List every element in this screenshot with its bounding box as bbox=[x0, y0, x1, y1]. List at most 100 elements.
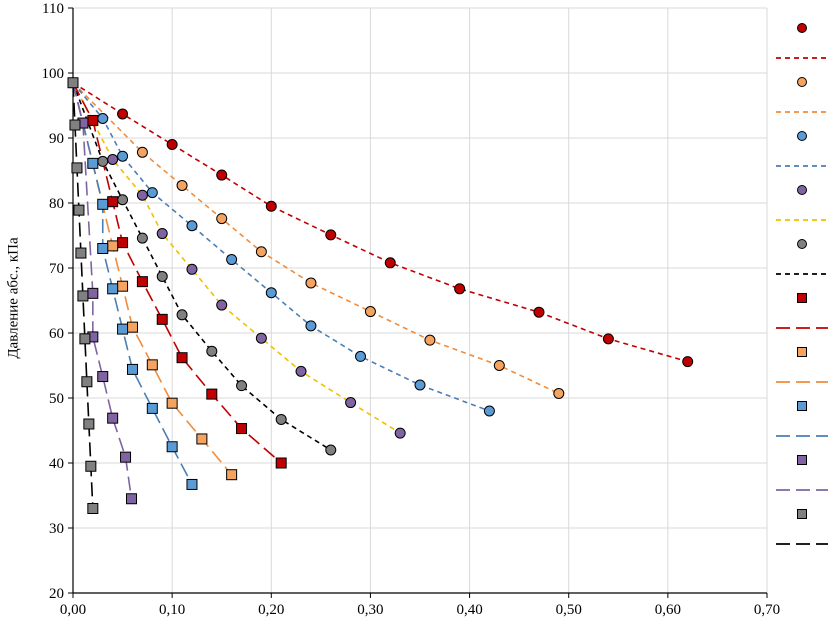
legend bbox=[776, 23, 828, 545]
x-tick-label: 0,10 bbox=[159, 602, 185, 618]
point-series-8 bbox=[166, 441, 178, 453]
legend-marker-6 bbox=[797, 293, 807, 303]
point-series-7 bbox=[226, 469, 238, 481]
point-series-8 bbox=[107, 283, 119, 295]
y-tick-label: 60 bbox=[49, 326, 64, 342]
point-series-7 bbox=[166, 397, 178, 409]
y-tick-label: 100 bbox=[42, 66, 65, 82]
point-series-1 bbox=[454, 283, 466, 295]
point-series-3 bbox=[265, 287, 277, 299]
point-series-1 bbox=[265, 200, 277, 212]
y-tick-label: 30 bbox=[49, 521, 64, 537]
y-axis-label: Давление абс., кПа bbox=[5, 237, 22, 359]
legend-marker-5 bbox=[797, 239, 807, 249]
point-series-1 bbox=[216, 169, 228, 181]
point-series-1 bbox=[533, 306, 545, 318]
point-series-3 bbox=[483, 405, 495, 417]
point-series-1 bbox=[117, 108, 129, 120]
point-series-9 bbox=[120, 451, 132, 463]
legend-marker-10 bbox=[797, 509, 807, 519]
x-tick-label: 0,30 bbox=[357, 602, 383, 618]
point-series-4 bbox=[186, 263, 198, 275]
point-series-4 bbox=[255, 332, 267, 344]
legend-marker-8 bbox=[797, 401, 807, 411]
point-series-10 bbox=[87, 503, 99, 514]
point-series-10 bbox=[69, 119, 81, 131]
point-series-10 bbox=[85, 460, 97, 472]
point-series-5 bbox=[206, 345, 218, 357]
fit-line-4 bbox=[72, 82, 401, 434]
point-series-5 bbox=[117, 194, 129, 206]
point-series-9 bbox=[125, 493, 137, 505]
point-series-6 bbox=[117, 237, 129, 249]
point-series-3 bbox=[97, 113, 109, 124]
fit-line-7 bbox=[72, 82, 233, 476]
point-series-3 bbox=[186, 220, 198, 232]
point-series-4 bbox=[394, 427, 406, 439]
tick-labels: 0,00 0,10 0,20 0,30 0,40 0,50 0,60 0,70 20 30 40 50… bbox=[42, 1, 781, 618]
point-series-6 bbox=[275, 457, 287, 469]
point-series-5 bbox=[275, 413, 287, 425]
point-series-10 bbox=[83, 418, 95, 430]
point-series-4 bbox=[136, 189, 148, 201]
point-series-2 bbox=[176, 179, 188, 191]
point-series-3 bbox=[355, 350, 367, 362]
point-series-1 bbox=[325, 229, 337, 241]
point-series-10 bbox=[73, 204, 85, 216]
point-series-7 bbox=[126, 321, 138, 333]
point-series-8 bbox=[186, 478, 198, 490]
point-series-6 bbox=[236, 423, 248, 435]
point-series-10 bbox=[81, 376, 93, 388]
point-series-5 bbox=[156, 270, 168, 282]
data-points bbox=[67, 77, 694, 514]
point-series-2 bbox=[553, 387, 565, 399]
y-tick-label: 20 bbox=[49, 586, 64, 602]
point-series-1 bbox=[602, 333, 614, 345]
point-series-8 bbox=[126, 363, 138, 375]
point-series-10 bbox=[71, 162, 83, 174]
point-series-2 bbox=[136, 146, 148, 158]
fit-lines bbox=[72, 82, 688, 509]
legend-marker-2 bbox=[797, 77, 807, 87]
point-series-9 bbox=[97, 371, 109, 383]
y-tick-label: 90 bbox=[49, 131, 64, 147]
legend-marker-9 bbox=[797, 455, 807, 465]
fit-line-8 bbox=[72, 82, 193, 485]
point-series-6 bbox=[206, 388, 218, 400]
point-series-3 bbox=[117, 150, 129, 162]
point-series-2 bbox=[364, 306, 376, 318]
point-series-3 bbox=[305, 320, 317, 332]
y-tick-label: 50 bbox=[49, 391, 64, 407]
point-series-10 bbox=[79, 333, 91, 345]
point-series-2 bbox=[255, 246, 267, 258]
point-series-2 bbox=[493, 360, 505, 371]
point-series-8 bbox=[97, 243, 109, 254]
y-tick-label: 40 bbox=[49, 456, 64, 472]
point-series-6 bbox=[156, 313, 168, 325]
point-series-10 bbox=[75, 247, 87, 259]
x-tick-label: 0,70 bbox=[754, 602, 780, 618]
y-tick-label: 70 bbox=[49, 261, 64, 277]
x-tick-label: 0,00 bbox=[60, 602, 86, 618]
point-series-2 bbox=[216, 213, 228, 225]
x-tick-label: 0,20 bbox=[258, 602, 284, 618]
point-series-2 bbox=[424, 334, 436, 346]
point-series-1 bbox=[682, 356, 694, 368]
point-series-5 bbox=[136, 232, 148, 244]
point-series-9 bbox=[87, 287, 99, 299]
point-series-8 bbox=[146, 402, 158, 414]
legend-marker-3 bbox=[797, 131, 807, 141]
point-series-6 bbox=[107, 196, 119, 208]
point-series-6 bbox=[176, 352, 188, 364]
point-series-5 bbox=[97, 155, 109, 167]
point-series-4 bbox=[295, 365, 307, 377]
x-tick-label: 0,60 bbox=[655, 602, 681, 618]
point-series-4 bbox=[345, 397, 357, 409]
point-series-5 bbox=[325, 444, 337, 456]
point-series-10 bbox=[67, 77, 79, 89]
point-series-2 bbox=[305, 277, 317, 289]
point-series-8 bbox=[87, 157, 99, 169]
point-series-8 bbox=[117, 323, 129, 335]
point-series-1 bbox=[166, 139, 178, 150]
